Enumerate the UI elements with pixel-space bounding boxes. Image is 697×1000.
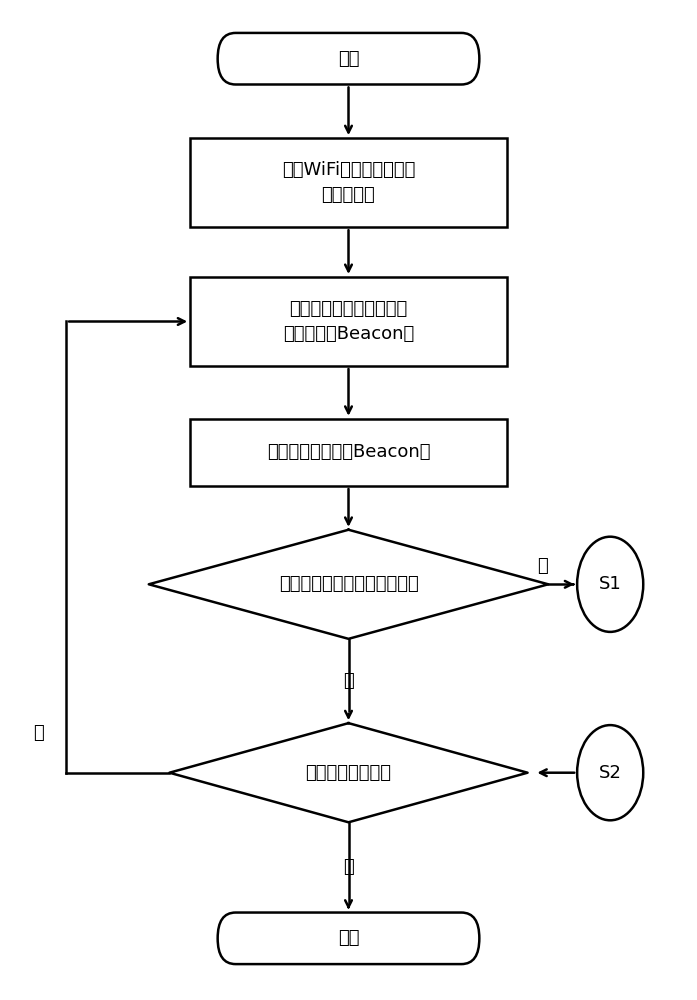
- Circle shape: [577, 725, 643, 820]
- FancyBboxPatch shape: [217, 33, 480, 84]
- Text: 否: 否: [33, 724, 44, 742]
- Polygon shape: [169, 723, 528, 822]
- Text: 组建WiFi网状网络，各节
点开始工作: 组建WiFi网状网络，各节 点开始工作: [282, 161, 415, 204]
- Bar: [190, 138, 507, 227]
- FancyBboxPatch shape: [217, 913, 480, 964]
- Text: 否: 否: [343, 672, 354, 690]
- Text: 结束: 结束: [338, 929, 359, 947]
- Bar: [190, 277, 507, 366]
- Text: 是: 是: [343, 858, 354, 876]
- Text: 节点将竞争窗口大小和退
避阶数写入Beacon帧: 节点将竞争窗口大小和退 避阶数写入Beacon帧: [283, 300, 414, 343]
- Text: 开始: 开始: [338, 50, 359, 68]
- Text: S2: S2: [599, 764, 622, 782]
- Text: 节点周期性的广播Beacon帧: 节点周期性的广播Beacon帧: [267, 443, 430, 461]
- Text: S1: S1: [599, 575, 622, 593]
- Text: 是: 是: [537, 557, 547, 575]
- Text: 节点是否停止工作: 节点是否停止工作: [305, 764, 392, 782]
- Bar: [190, 419, 507, 486]
- Text: 当前节点是否有数据需要发送: 当前节点是否有数据需要发送: [279, 575, 418, 593]
- Circle shape: [577, 537, 643, 632]
- Polygon shape: [148, 530, 549, 639]
